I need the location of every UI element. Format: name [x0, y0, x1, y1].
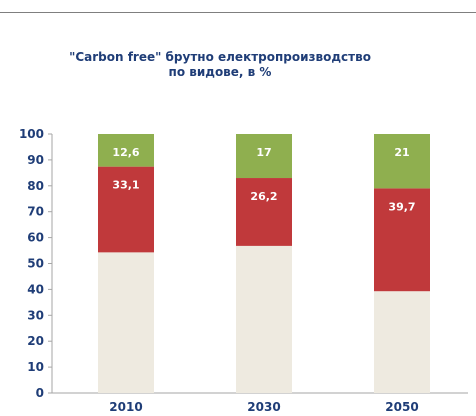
bar-segment: [98, 134, 154, 167]
y-tick-label: 10: [27, 360, 44, 374]
data-label: 12,6: [112, 146, 139, 159]
bar-segment: [374, 188, 430, 292]
y-tick-label: 70: [27, 205, 44, 219]
bar-segment: [236, 134, 292, 179]
data-label: 21: [394, 146, 409, 159]
bar-segment: [236, 245, 292, 393]
y-tick-label: 80: [27, 179, 44, 193]
x-category-label: 2050: [385, 400, 418, 414]
y-tick-label: 60: [27, 231, 44, 245]
bar-segment: [98, 252, 154, 393]
y-tick-label: 40: [27, 282, 44, 296]
bar-segment: [236, 178, 292, 246]
y-tick-label: 50: [27, 257, 44, 271]
bar-segment: [374, 291, 430, 393]
chart-title: "Carbon free" брутно електропроизводство…: [69, 50, 371, 79]
data-label: 17: [256, 146, 271, 159]
y-tick-label: 90: [27, 153, 44, 167]
top-divider-line: [0, 12, 476, 13]
y-tick-label: 100: [19, 127, 44, 141]
data-label: 39,7: [388, 200, 415, 213]
bar-segment: [374, 134, 430, 189]
y-tick-label: 30: [27, 308, 44, 322]
y-tick-label: 20: [27, 334, 44, 348]
data-label: 26,2: [250, 190, 277, 203]
x-category-label: 2030: [247, 400, 280, 414]
bar-segment: [98, 166, 154, 253]
x-category-label: 2010: [109, 400, 142, 414]
y-tick-label: 0: [36, 386, 44, 400]
data-label: 33,1: [112, 179, 139, 192]
